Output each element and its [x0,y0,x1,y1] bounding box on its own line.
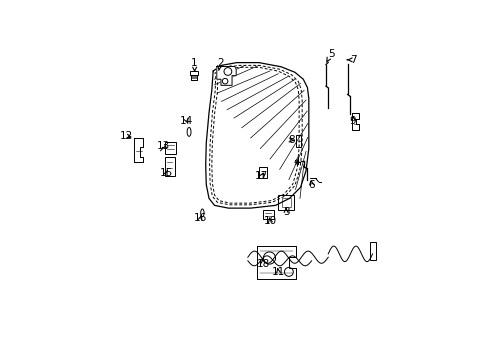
Text: 8: 8 [288,135,294,145]
Bar [164,157,174,176]
Bar [278,195,293,210]
Text: 3: 3 [282,207,289,217]
Bar [281,198,290,207]
Text: 15: 15 [159,168,172,179]
Text: 11: 11 [271,267,285,277]
Polygon shape [216,67,236,85]
Text: 18: 18 [256,258,269,269]
Text: 13: 13 [156,141,169,151]
Polygon shape [257,246,295,279]
Text: 12: 12 [120,131,133,141]
Text: 5: 5 [326,49,334,62]
Bar [369,242,376,260]
Text: 7: 7 [346,55,356,65]
Text: 10: 10 [263,216,276,226]
Bar [259,167,267,178]
Text: 6: 6 [307,180,314,190]
Text: 1: 1 [191,58,198,71]
Text: 4: 4 [293,157,300,167]
Bar [164,142,175,154]
Text: 14: 14 [180,116,193,126]
Bar [190,75,197,80]
Text: 16: 16 [194,213,207,223]
Polygon shape [351,113,358,130]
Bar [189,71,198,75]
Bar [295,135,301,147]
Text: 9: 9 [349,116,356,126]
Text: 2: 2 [216,58,223,71]
Text: 17: 17 [255,171,268,181]
Bar [262,210,273,220]
Polygon shape [134,138,143,162]
